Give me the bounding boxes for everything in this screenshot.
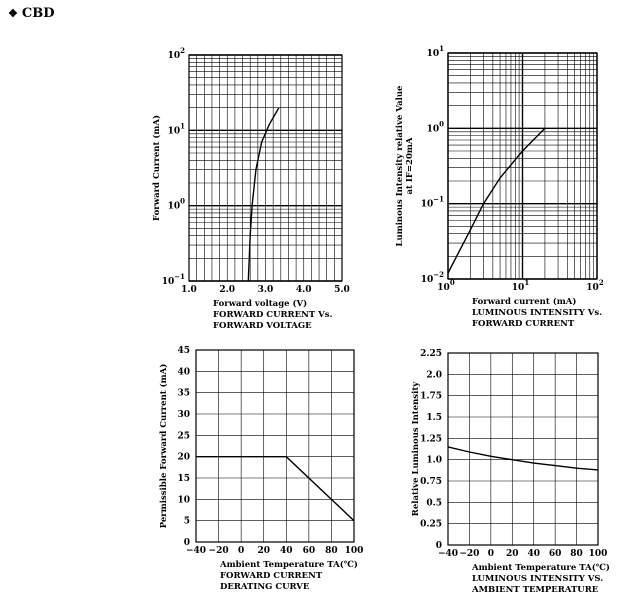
plot-frame xyxy=(195,349,355,543)
chart-caption: LUMINOUS INTENSITY Vs. xyxy=(472,308,602,318)
series-line xyxy=(447,127,546,274)
diamond-bullet-icon: ❖ xyxy=(8,7,18,20)
section-title: CBD xyxy=(21,6,55,21)
x-tick-label: 100 xyxy=(589,549,608,559)
x-axis-label: Forward voltage (V) xyxy=(213,298,307,309)
y-tick-label: 0.5 xyxy=(426,498,442,508)
x-tick-label: 1.0 xyxy=(181,285,197,295)
x-tick-label: 4.0 xyxy=(296,285,312,295)
y-tick-label: 101 xyxy=(427,44,445,59)
y-tick-label: 10−1 xyxy=(162,272,185,287)
y-tick-label: 0.75 xyxy=(420,477,442,487)
y-axis-label: Relative Luminous Intensity xyxy=(411,381,421,516)
chart-lum_temp: −40 −20 0 20 40 60 80 100 2.25 2.0 1.75 1.5 1.25 1.0 0… xyxy=(411,349,610,595)
y-tick-label: 102 xyxy=(168,46,186,61)
x-tick-label: 102 xyxy=(586,278,604,293)
chart-derating: −40 −20 0 20 40 60 80 100 45 40 35 30 25 20 15 10 5 0 Ambi… xyxy=(158,346,363,592)
series-line xyxy=(247,107,280,282)
chart-iv: 1.0 2.0 3.0 4.0 5.0 102 101 100 10−1 Forward volt… xyxy=(151,46,350,331)
x-tick-label: 40 xyxy=(280,546,293,556)
x-tick-label: −20 xyxy=(209,546,229,556)
y-tick-label: 5 xyxy=(184,517,190,527)
y-axis-label: at IF=20mA xyxy=(405,137,415,194)
y-tick-label: 10 xyxy=(177,495,190,505)
y-tick-label: 0 xyxy=(184,538,190,548)
x-tick-label: 101 xyxy=(512,278,530,293)
y-tick-label: 45 xyxy=(177,346,190,356)
y-tick-label: 100 xyxy=(427,119,445,134)
x-tick-label: −40 xyxy=(186,546,206,556)
gridlines xyxy=(447,52,598,280)
x-tick-label: −40 xyxy=(438,549,458,559)
x-tick-label: 20 xyxy=(257,546,270,556)
chart-caption: AMBIENT TEMPERATURE xyxy=(471,585,599,595)
x-tick-label: 60 xyxy=(303,546,316,556)
y-tick-label: 10−1 xyxy=(421,195,444,210)
chart-caption: FORWARD CURRENT Vs. xyxy=(213,310,333,320)
chart-caption: LUMINOUS INTENSITY VS. xyxy=(472,574,603,584)
x-tick-label: 2.0 xyxy=(219,285,235,295)
x-tick-label: 100 xyxy=(437,278,455,293)
y-tick-label: 15 xyxy=(177,474,190,484)
y-tick-label: 1.5 xyxy=(426,413,442,423)
x-tick-label: 5.0 xyxy=(334,285,350,295)
y-tick-label: 1.0 xyxy=(426,456,442,466)
y-tick-label: 25 xyxy=(177,431,190,441)
x-tick-label: 0 xyxy=(488,549,494,559)
y-tick-label: 2.25 xyxy=(420,349,442,359)
plot-frame xyxy=(447,352,599,546)
x-axis-label: Ambient Temperature TA(℃) xyxy=(219,559,358,570)
y-tick-label: 2.0 xyxy=(426,370,442,380)
y-axis-label: Luminous Intensity relative Value xyxy=(395,85,405,246)
plot-frame xyxy=(447,52,598,280)
section-header: ❖ CBD xyxy=(8,6,54,21)
plot-frame xyxy=(188,54,343,282)
x-tick-label: 60 xyxy=(549,549,562,559)
y-tick-label: 35 xyxy=(177,389,190,399)
series-line xyxy=(447,446,599,471)
y-tick-label: 100 xyxy=(168,197,186,212)
x-axis-label: Forward current (mA) xyxy=(472,296,576,307)
y-tick-label: 101 xyxy=(168,121,186,136)
x-tick-label: 80 xyxy=(570,549,583,559)
x-tick-label: 40 xyxy=(527,549,540,559)
y-tick-label: 1.75 xyxy=(420,392,442,402)
y-tick-label: 0.25 xyxy=(420,520,442,530)
chart-caption: DERATING CURVE xyxy=(220,582,310,592)
x-tick-label: 80 xyxy=(325,546,338,556)
chart-caption: FORWARD CURRENT xyxy=(220,571,323,581)
y-tick-label: 0 xyxy=(436,541,442,551)
x-axis-label: Ambient Temperature TA(℃) xyxy=(471,562,610,573)
y-axis-label: Forward Current (mA) xyxy=(151,115,162,221)
x-tick-label: 0 xyxy=(238,546,244,556)
gridlines xyxy=(188,54,343,282)
y-tick-label: 1.25 xyxy=(420,434,442,444)
chart-lum_if: 100 101 102 101 100 10−1 10−2 Forward current (… xyxy=(395,44,604,329)
chart-caption: FORWARD CURRENT xyxy=(472,319,575,329)
y-tick-label: 10−2 xyxy=(421,270,444,285)
y-axis-label: Permissible Forward Current (mA) xyxy=(158,364,169,529)
y-tick-label: 30 xyxy=(177,410,190,420)
series-line xyxy=(196,456,355,522)
y-tick-label: 20 xyxy=(177,453,190,463)
x-tick-label: 3.0 xyxy=(258,285,274,295)
x-tick-label: 20 xyxy=(506,549,519,559)
x-tick-label: −20 xyxy=(459,549,479,559)
gridlines xyxy=(195,349,355,543)
y-tick-label: 40 xyxy=(177,367,190,377)
gridlines xyxy=(447,352,599,546)
x-tick-label: 100 xyxy=(345,546,364,556)
chart-caption: FORWARD VOLTAGE xyxy=(213,321,312,331)
